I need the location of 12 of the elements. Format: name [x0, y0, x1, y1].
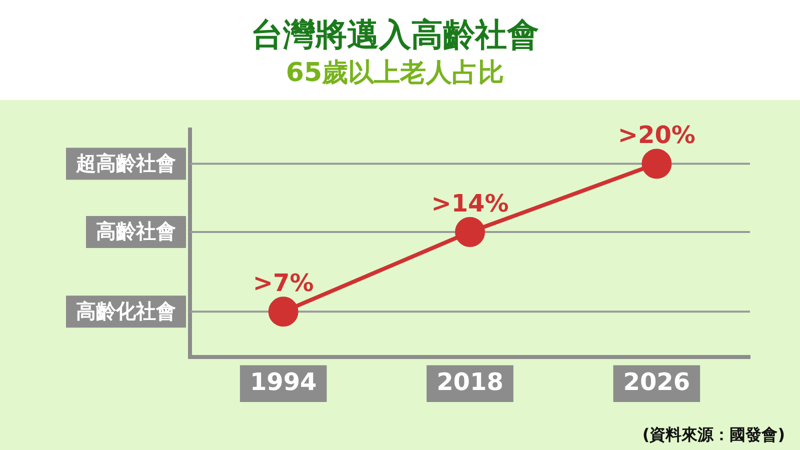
ref-line-label: 高齡化社會 [76, 298, 176, 323]
x-tick-label: 2026 [623, 368, 690, 396]
data-label: >14% [431, 189, 509, 218]
ref-line-label: 高齡社會 [96, 219, 176, 244]
text: (資料來源：國發會) [642, 425, 785, 444]
data-label: >20% [618, 120, 696, 149]
data-label: >7% [252, 268, 314, 297]
ref-line-label: 超高齡社會 [75, 150, 176, 175]
chart-title: 台灣將邁入高齡社會 [251, 16, 539, 54]
x-tick-label: 1994 [250, 368, 317, 396]
x-tick-label: 2018 [436, 368, 504, 396]
chart-subtitle: 65歲以上老人占比 [286, 58, 504, 88]
